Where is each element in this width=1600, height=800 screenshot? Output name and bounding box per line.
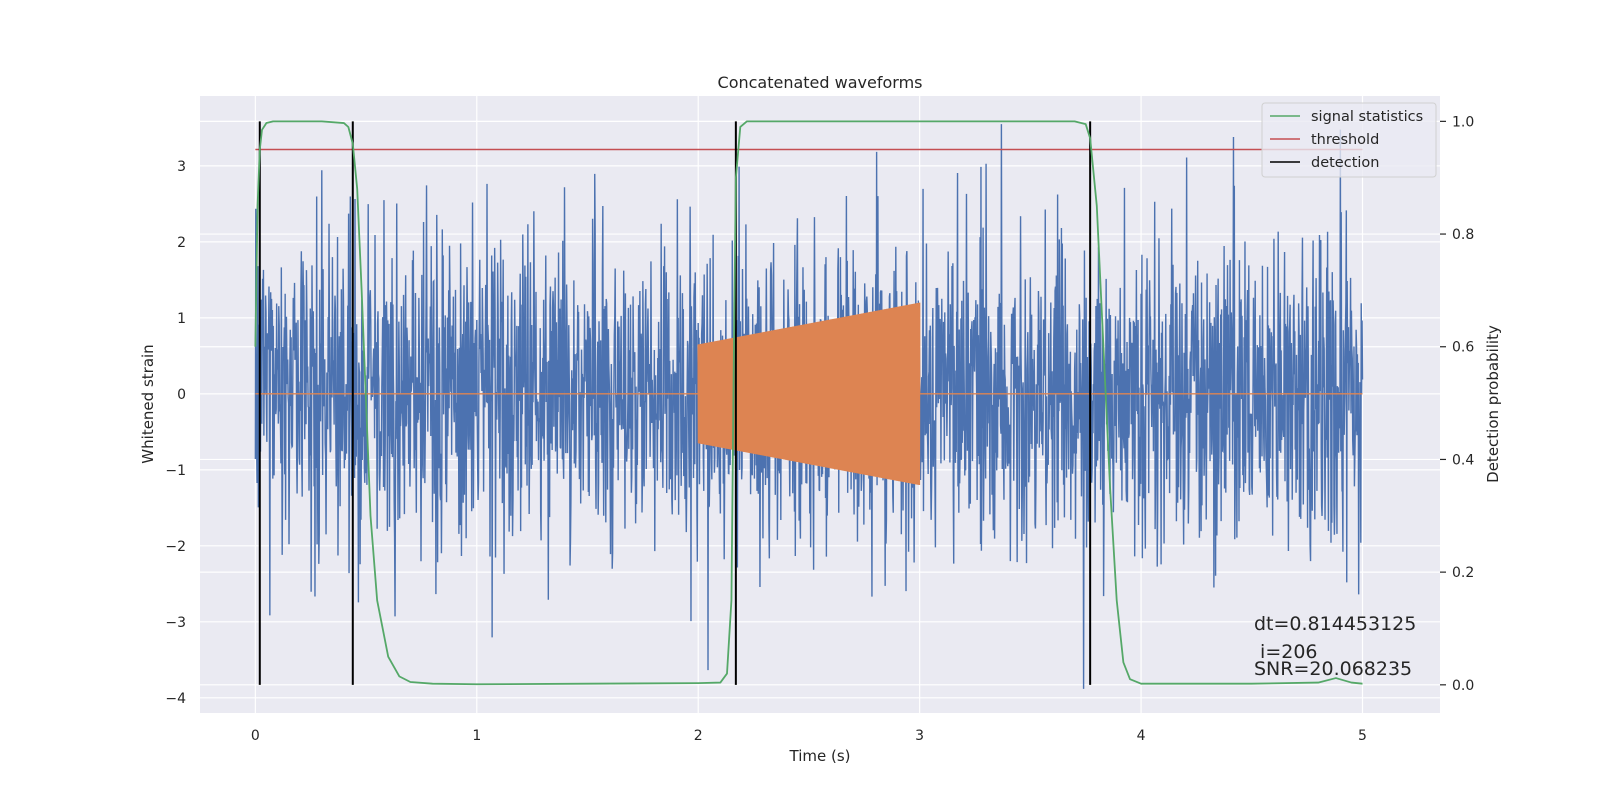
- y-tick-label: 1: [177, 311, 186, 327]
- y-tick-label: 2: [177, 235, 186, 251]
- y2-tick-label: 0.0: [1452, 678, 1474, 694]
- annotation-i: i=206: [1254, 641, 1318, 663]
- y-tick-label: 0: [177, 387, 186, 403]
- annotation-snr: SNR=20.068235: [1254, 658, 1412, 680]
- legend: signal statistics threshold detection: [1261, 102, 1437, 178]
- y-tick-label: −4: [165, 691, 186, 707]
- y-axis-label: Whitened strain: [139, 344, 157, 463]
- x-tick-label: 2: [694, 728, 703, 744]
- x-tick-label: 0: [251, 728, 260, 744]
- series-signal-statistics: [254, 120, 1363, 686]
- x-tick-label: 4: [1137, 728, 1146, 744]
- ticks: 0 1 2 3 4 5 −4 −3 −2 −1 0 1 2 3 0.0 0.2 0.4 0.6 0.8 1.0: [165, 114, 1474, 744]
- legend-label-threshold: threshold: [1311, 132, 1379, 148]
- legend-box: [1261, 102, 1437, 178]
- y2-tick-label: 0.6: [1452, 340, 1474, 356]
- annotation-dt: dt=0.814453125: [1254, 613, 1416, 635]
- series-waveform: [255, 302, 1363, 486]
- legend-label-signal-statistics: signal statistics: [1311, 109, 1423, 125]
- x-axis-label: Time (s): [789, 747, 851, 765]
- x-tick-label: 3: [915, 728, 924, 744]
- x-tick-label: 5: [1358, 728, 1367, 744]
- y-tick-label: −3: [165, 615, 186, 631]
- y-tick-label: 3: [177, 159, 186, 175]
- y2-tick-label: 0.2: [1452, 565, 1474, 581]
- y2-tick-label: 0.4: [1452, 452, 1474, 468]
- y2-tick-label: 0.8: [1452, 227, 1474, 243]
- legend-label-detection: detection: [1311, 155, 1379, 171]
- y-tick-label: −2: [165, 539, 186, 555]
- y2-axis-label: Detection probability: [1484, 325, 1502, 483]
- y-tick-label: −1: [165, 463, 186, 479]
- x-tick-label: 1: [472, 728, 481, 744]
- chart-title: Concatenated waveforms: [718, 73, 923, 92]
- y2-tick-label: 1.0: [1452, 114, 1474, 130]
- data-layer: [254, 120, 1364, 689]
